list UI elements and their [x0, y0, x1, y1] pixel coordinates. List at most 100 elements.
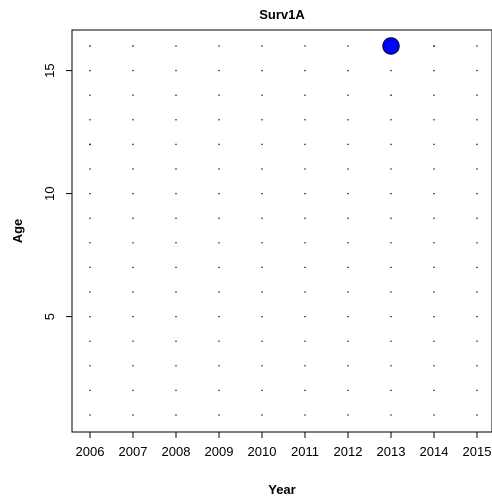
bubble-2008-age-1 [175, 414, 177, 416]
bubble-2011-age-11 [304, 168, 306, 170]
bubble-2014-age-4 [433, 340, 435, 342]
bubble-2008-age-3 [175, 365, 177, 367]
bubble-2014-age-12 [433, 143, 435, 146]
bubble-2006-age-4 [89, 340, 91, 342]
bubble-2007-age-9 [132, 217, 134, 219]
bubble-2006-age-5 [89, 315, 91, 318]
bubble-2012-age-11 [347, 168, 349, 170]
bubble-2009-age-2 [218, 389, 220, 392]
bubble-2014-age-6 [433, 291, 435, 293]
bubble-2007-age-16 [132, 45, 134, 47]
y-axis-title: Age [10, 219, 25, 244]
bubble-2008-age-7 [175, 266, 177, 269]
bubble-2006-age-10 [89, 192, 91, 195]
bubble-2006-age-16 [89, 45, 91, 47]
bubble-2015-age-12 [476, 143, 478, 146]
bubble-2014-age-9 [433, 217, 435, 219]
bubble-2013-age-12 [390, 143, 392, 146]
bubble-2007-age-11 [132, 168, 134, 170]
bubble-2013-age-16 [382, 37, 400, 55]
bubble-2014-age-13 [433, 119, 435, 121]
x-tick-label-2009: 2009 [205, 444, 234, 459]
bubble-2009-age-7 [218, 266, 220, 269]
bubble-2015-age-10 [476, 192, 478, 195]
bubble-2009-age-16 [218, 45, 220, 47]
bubble-2014-age-5 [433, 315, 435, 318]
bubble-2011-age-9 [304, 217, 306, 219]
bubble-2014-age-2 [433, 389, 435, 392]
y-tick-label-15: 15 [42, 63, 57, 77]
chart-title: Surv1A [259, 7, 305, 22]
bubble-2011-age-4 [304, 340, 306, 342]
x-tick-label-2013: 2013 [377, 444, 406, 459]
bubble-2010-age-14 [261, 94, 263, 96]
bubble-2007-age-7 [132, 266, 134, 269]
bubble-2015-age-11 [476, 168, 478, 170]
bubble-2014-age-8 [433, 242, 435, 244]
bubble-2012-age-10 [347, 192, 349, 195]
bubble-2007-age-14 [132, 94, 134, 96]
bubble-2008-age-9 [175, 217, 177, 219]
bubble-2007-age-2 [132, 389, 134, 392]
bubble-2009-age-3 [218, 365, 220, 367]
bubble-2013-age-7 [390, 266, 392, 269]
bubble-2006-age-7 [89, 266, 91, 269]
bubble-2009-age-11 [218, 168, 220, 170]
bubble-2009-age-13 [218, 119, 220, 121]
bubble-2006-age-14 [89, 94, 91, 96]
bubble-2012-age-9 [347, 217, 349, 219]
bubble-2011-age-15 [304, 69, 306, 72]
data-points [89, 37, 478, 416]
bubble-2006-age-1 [89, 414, 91, 416]
bubble-2013-age-3 [390, 365, 392, 367]
bubble-2007-age-5 [132, 315, 134, 318]
bubble-2008-age-8 [175, 242, 177, 244]
bubble-2013-age-4 [390, 340, 392, 342]
bubble-2015-age-13 [476, 119, 478, 121]
bubble-2007-age-15 [132, 69, 134, 72]
bubble-2011-age-7 [304, 266, 306, 269]
bubble-2012-age-12 [347, 143, 349, 146]
bubble-2009-age-8 [218, 242, 220, 244]
bubble-2008-age-13 [175, 119, 177, 121]
bubble-2008-age-11 [175, 168, 177, 170]
x-axis-title: Year [268, 482, 295, 497]
bubble-2012-age-15 [347, 69, 349, 72]
bubble-2010-age-10 [261, 192, 263, 195]
x-tick-label-2014: 2014 [420, 444, 449, 459]
bubble-2013-age-1 [390, 414, 392, 416]
bubble-2009-age-15 [218, 69, 220, 72]
bubble-2013-age-5 [390, 315, 392, 318]
bubble-2006-age-6 [89, 291, 91, 293]
bubble-2011-age-1 [304, 414, 306, 416]
x-axis: 2006 2007 2008 2009 2010 2011 2012 2013 2014 2015 [76, 432, 491, 459]
bubble-2006-age-11 [89, 168, 91, 170]
bubble-2009-age-12 [218, 143, 220, 146]
x-tick-label-2008: 2008 [162, 444, 191, 459]
bubble-2015-age-14 [476, 94, 478, 96]
bubble-2008-age-14 [175, 94, 177, 96]
bubble-2011-age-5 [304, 315, 306, 318]
bubble-2007-age-12 [132, 143, 134, 146]
bubble-2014-age-14 [433, 94, 435, 96]
bubble-2010-age-11 [261, 168, 263, 170]
bubble-2014-age-11 [433, 168, 435, 170]
bubble-2014-age-15 [433, 69, 435, 72]
bubble-2011-age-13 [304, 119, 306, 121]
bubble-2015-age-9 [476, 217, 478, 219]
bubble-2009-age-10 [218, 192, 220, 195]
bubble-2011-age-6 [304, 291, 306, 293]
bubble-2010-age-8 [261, 242, 263, 244]
bubble-2007-age-1 [132, 414, 134, 416]
bubble-2011-age-14 [304, 94, 306, 96]
bubble-2011-age-10 [304, 192, 306, 195]
bubble-2012-age-6 [347, 291, 349, 293]
bubble-2015-age-3 [476, 365, 478, 367]
bubble-2009-age-14 [218, 94, 220, 96]
bubble-2010-age-1 [261, 414, 263, 416]
bubble-2006-age-8 [89, 242, 91, 244]
bubble-2011-age-12 [304, 143, 306, 146]
bubble-2015-age-7 [476, 266, 478, 269]
bubble-2010-age-9 [261, 217, 263, 219]
bubble-2012-age-16 [347, 45, 349, 47]
